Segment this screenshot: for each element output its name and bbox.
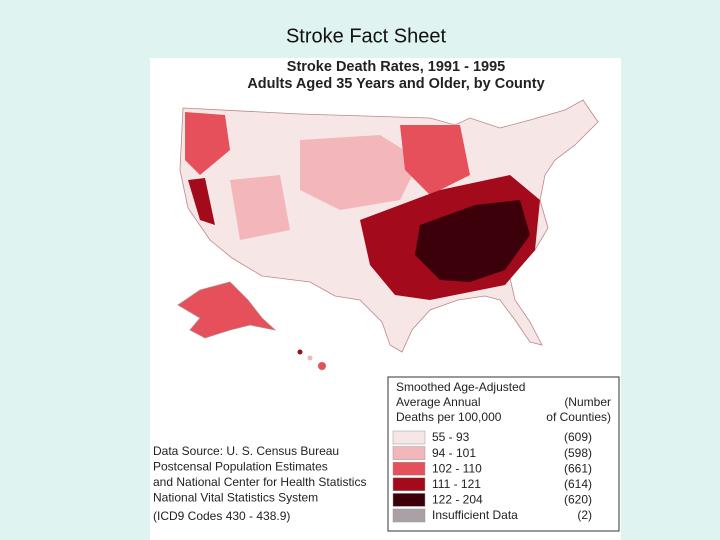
region xyxy=(230,175,290,240)
legend-label: 102 - 110 xyxy=(432,461,482,475)
hawaii xyxy=(318,362,326,370)
legend-count: (620) xyxy=(564,493,592,507)
legend-swatch xyxy=(392,493,426,507)
legend-swatch xyxy=(392,461,426,476)
legend-title: Deaths per 100,000 xyxy=(396,410,502,424)
legend-count: (598) xyxy=(564,446,592,460)
source-line: National Vital Statistics System xyxy=(153,491,318,505)
hawaii xyxy=(307,355,313,361)
legend-swatch xyxy=(392,430,426,445)
region xyxy=(188,178,215,225)
source-line: and National Center for Health Statistic… xyxy=(153,475,366,489)
legend-count-header: (Number xyxy=(564,395,611,409)
legend-swatch xyxy=(392,477,426,492)
map-title: Stroke Death Rates, 1991 - 1995 xyxy=(287,59,505,75)
alaska xyxy=(177,281,277,339)
legend-box xyxy=(387,376,620,532)
legend-title: Average Annual xyxy=(396,395,481,409)
legend-label: 94 - 101 xyxy=(432,446,476,460)
legend-count: (609) xyxy=(564,430,592,444)
legend-count: (661) xyxy=(564,461,592,475)
legend-count: (2) xyxy=(577,508,592,522)
region xyxy=(185,112,230,175)
legend-count-header: of Counties) xyxy=(546,410,611,424)
legend-label: 55 - 93 xyxy=(432,430,470,444)
source-line: (ICD9 Codes 430 - 438.9) xyxy=(153,509,290,523)
us-map xyxy=(177,99,599,370)
legend-label: Insufficient Data xyxy=(432,508,518,522)
region xyxy=(400,125,470,195)
source-line: Postcensal Population Estimates xyxy=(153,460,328,474)
hawaii xyxy=(297,349,303,355)
map-title: Adults Aged 35 Years and Older, by Count… xyxy=(247,76,544,92)
source-line: Data Source: U. S. Census Bureau xyxy=(153,444,339,458)
legend-swatch xyxy=(392,508,426,523)
slide-title: Stroke Fact Sheet xyxy=(286,25,447,47)
region xyxy=(300,135,420,210)
legend-swatch xyxy=(392,446,426,460)
legend-label: 122 - 204 xyxy=(432,493,483,507)
legend-label: 111 - 121 xyxy=(432,477,481,491)
legend-count: (614) xyxy=(564,477,592,491)
legend-title: Smoothed Age-Adjusted xyxy=(396,380,525,394)
region xyxy=(415,200,530,282)
